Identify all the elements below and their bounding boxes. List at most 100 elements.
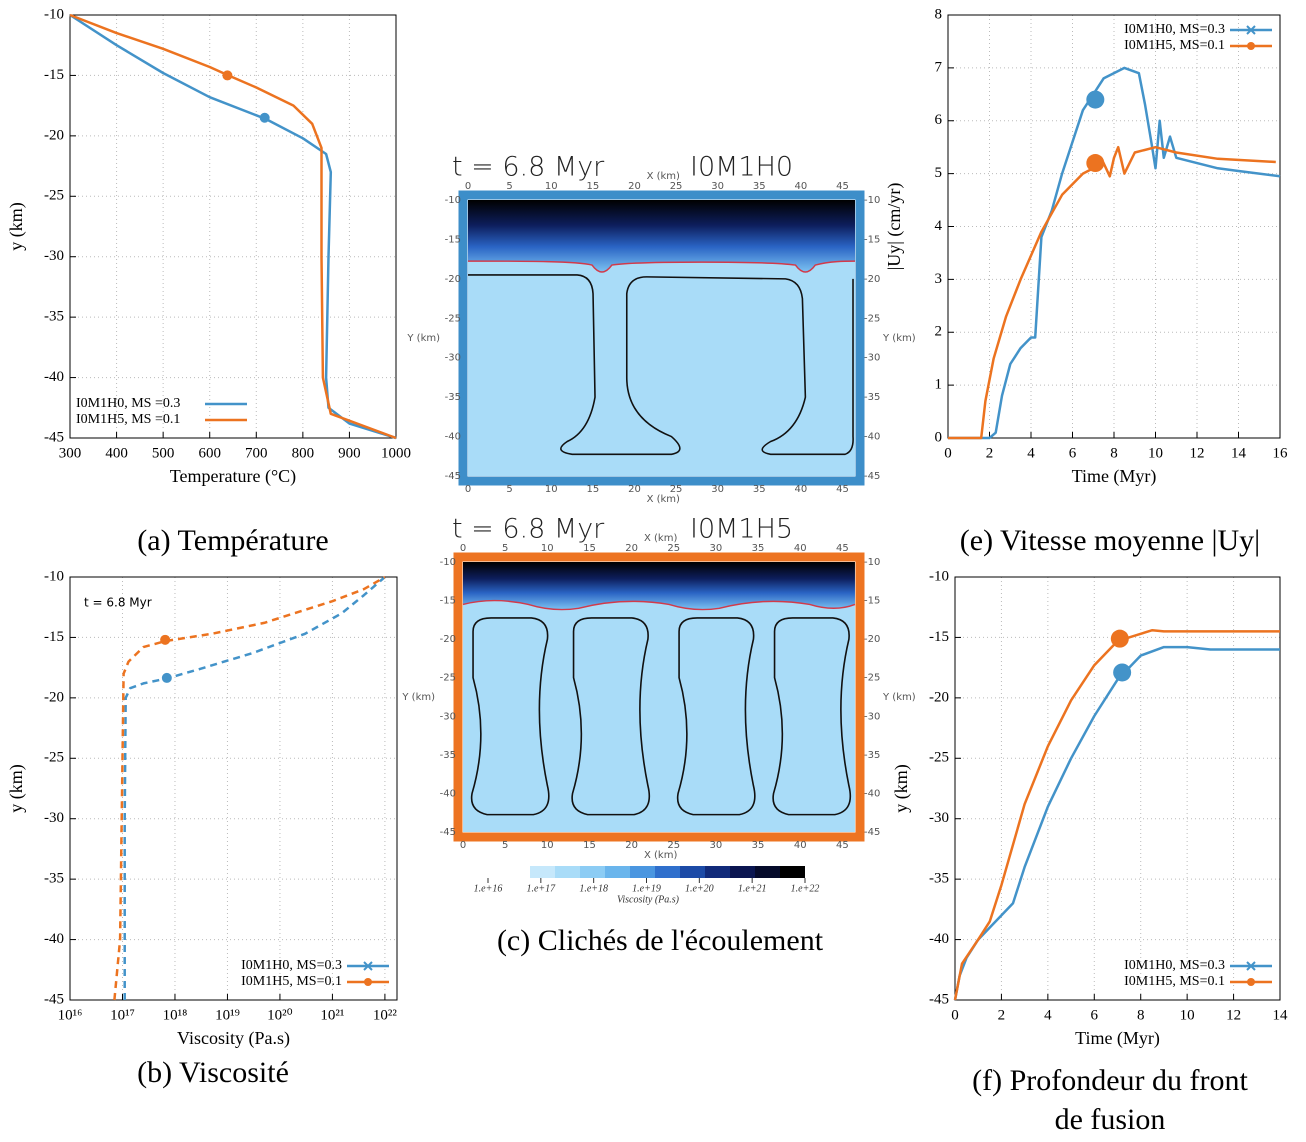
x-tick-label: 8 <box>1110 445 1118 461</box>
snapshot-y-tick: -40 <box>445 432 461 443</box>
y-tick-label: -20 <box>44 689 64 705</box>
y-tick-label: -25 <box>929 750 949 766</box>
caption: (b) Viscosité <box>137 1056 289 1089</box>
legend-symbol <box>1246 25 1256 35</box>
snapshot-x-tick: 30 <box>711 484 724 495</box>
x-tick-label: 900 <box>338 445 361 461</box>
x-tick-label: 0 <box>944 445 952 461</box>
snapshot-y-label: Y (km) <box>882 692 916 703</box>
snapshot-label: I0M1H5 <box>690 514 793 545</box>
y-tick-label: -30 <box>929 810 949 826</box>
snapshot-y-tick: -30 <box>864 353 880 364</box>
snapshot-y-tick: -40 <box>864 788 880 799</box>
plot-frame <box>947 14 1281 439</box>
y-tick-label: -15 <box>929 629 949 645</box>
snapshot-y-tick: -10 <box>445 195 461 206</box>
series-line <box>69 13 397 440</box>
legend-label: I0M1H5, MS =0.1 <box>76 412 180 427</box>
y-tick-label: -30 <box>44 248 64 264</box>
x-tick-label: 600 <box>198 445 221 461</box>
snapshot-y-tick: -40 <box>440 788 456 799</box>
snapshot-y-tick: -10 <box>864 557 880 568</box>
y-tick-label: 0 <box>935 429 943 445</box>
y-tick-label: 5 <box>935 165 943 181</box>
snapshot-x-tick: 20 <box>625 543 638 554</box>
legend-symbol <box>1247 42 1255 50</box>
legend-label: I0M1H0, MS=0.3 <box>1124 22 1225 37</box>
snapshot-x-tick: 0 <box>465 181 471 192</box>
x-tick-label: 10 <box>1148 445 1163 461</box>
caption: de fusion <box>1055 1103 1166 1136</box>
annotation: t = 6.8 Myr <box>84 596 152 610</box>
x-tick-label: 10¹⁷ <box>110 1007 135 1023</box>
x-tick-label: 6 <box>1069 445 1077 461</box>
y-tick-label: -20 <box>929 689 949 705</box>
highlight-point <box>1113 663 1132 682</box>
snapshot-frame <box>458 190 865 486</box>
colorbar <box>530 866 805 878</box>
x-tick-label: 300 <box>59 445 82 461</box>
snapshot-x-tick: 45 <box>836 543 849 554</box>
snapshot-y-tick: -45 <box>864 471 880 482</box>
x-axis-label: Temperature (°C) <box>170 466 296 487</box>
snapshot-x-label: X (km) <box>647 494 680 505</box>
snapshot-y-tick: -10 <box>864 195 880 206</box>
snapshot-x-tick: 10 <box>541 840 554 851</box>
snapshot-x-tick: 5 <box>502 543 508 554</box>
snapshot-x-tick: 40 <box>795 484 808 495</box>
x-tick-label: 10¹⁶ <box>58 1007 83 1023</box>
snapshot-x-tick: 35 <box>752 840 765 851</box>
snapshot-y-tick: -30 <box>440 711 456 722</box>
snapshot-y-tick: -25 <box>864 673 880 684</box>
snapshot-y-tick: -20 <box>440 634 456 645</box>
y-tick-label: 3 <box>935 271 943 287</box>
y-tick-label: -10 <box>44 568 64 584</box>
colorbar-tick-label: 1.e+17 <box>526 883 556 894</box>
x-tick-label: 14 <box>1273 1007 1289 1023</box>
colorbar-tick-label: 1.e+22 <box>791 883 820 894</box>
y-tick-label: -45 <box>44 429 64 445</box>
colorbar-tick-label: 1.e+18 <box>579 883 608 894</box>
snapshot-x-tick: 15 <box>583 840 596 851</box>
highlight-point <box>222 70 233 81</box>
snapshot-x-tick: 40 <box>794 543 807 554</box>
x-tick-label: 12 <box>1190 445 1205 461</box>
snapshot-y-tick: -20 <box>864 274 880 285</box>
series-line <box>953 628 1280 1001</box>
snapshot-x-tick: 20 <box>625 840 638 851</box>
highlight-point <box>1086 90 1105 109</box>
colorbar-label: Viscosity (Pa.s) <box>617 894 680 905</box>
snapshot-x-tick: 25 <box>667 840 680 851</box>
x-tick-label: 1000 <box>381 445 411 461</box>
x-tick-label: 10²² <box>373 1007 397 1023</box>
snapshot-y-tick: -45 <box>864 827 880 838</box>
snapshot-x-tick: 15 <box>583 543 596 554</box>
highlight-point <box>1110 629 1129 648</box>
x-tick-label: 800 <box>292 445 315 461</box>
y-tick-label: -20 <box>44 127 64 143</box>
snapshot-x-tick: 35 <box>753 484 766 495</box>
y-tick-label: -40 <box>44 369 64 385</box>
snapshot-x-tick: 30 <box>710 840 723 851</box>
snapshot-y-tick: -45 <box>440 827 456 838</box>
snapshot-y-label: Y (km) <box>401 692 435 703</box>
y-tick-label: -15 <box>44 629 64 645</box>
snapshot-x-tick: 35 <box>753 181 766 192</box>
snapshot-x-tick: 45 <box>836 181 849 192</box>
plot-frame <box>69 576 398 1001</box>
x-tick-label: 400 <box>105 445 128 461</box>
highlight-point <box>1086 154 1105 173</box>
highlight-point <box>160 634 171 645</box>
y-tick-label: -40 <box>929 931 949 947</box>
y-tick-label: 4 <box>935 218 943 234</box>
x-tick-label: 10¹⁸ <box>163 1007 188 1023</box>
y-tick-label: -30 <box>44 810 64 826</box>
snapshot-x-tick: 30 <box>711 181 724 192</box>
snapshot-x-tick: 35 <box>752 543 765 554</box>
series-line <box>948 66 1281 440</box>
x-tick-label: 500 <box>152 445 175 461</box>
snapshot-field <box>467 200 855 476</box>
snapshot-y-tick: -15 <box>864 596 880 607</box>
snapshot-y-tick: -25 <box>440 673 456 684</box>
x-tick-label: 8 <box>1137 1007 1145 1023</box>
